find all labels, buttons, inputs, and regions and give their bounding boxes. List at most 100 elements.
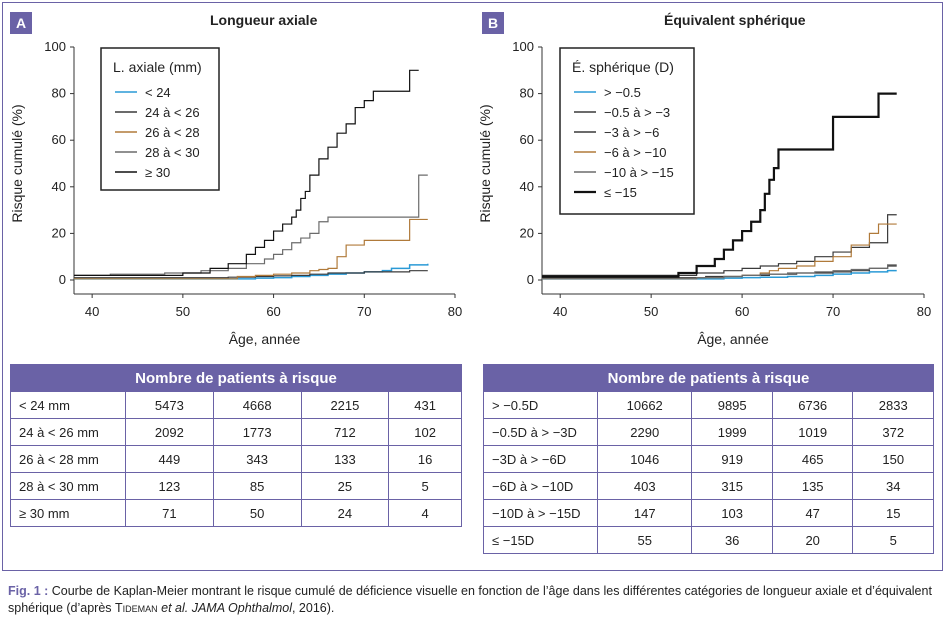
row-value: 15	[852, 499, 934, 527]
row-value: 16	[388, 445, 462, 473]
panel-b-title: Équivalent sphérique	[664, 12, 806, 28]
row-value: 36	[691, 526, 773, 554]
row-label: < 24 mm	[10, 391, 126, 419]
row-value: 1999	[691, 418, 773, 446]
y-axis-label: Risque cumulé (%)	[9, 104, 25, 222]
row-value: 135	[771, 472, 854, 500]
caption-journal: et al. JAMA Ophthalmol	[157, 601, 292, 615]
series-line	[74, 174, 428, 276]
legend-label: −10 à > −15	[604, 165, 674, 180]
row-value: 5	[852, 526, 934, 554]
row-value: 372	[852, 418, 934, 446]
risk-table-row: −10D à > −15D 147 103 47 15	[483, 499, 934, 527]
legend-label: −3 à > −6	[604, 125, 659, 140]
y-tick-label: 60	[520, 132, 534, 147]
risk-table-row: < 24 mm 5473 4668 2215 431	[10, 391, 462, 419]
y-tick-label: 100	[44, 39, 66, 54]
y-tick-label: 20	[520, 225, 534, 240]
x-axis-label: Âge, année	[697, 331, 769, 347]
row-value: 71	[125, 499, 214, 527]
risk-table-row: 26 à < 28 mm 449 343 133 16	[10, 445, 462, 473]
legend-label: < 24	[145, 85, 171, 100]
panel-a-title: Longueur axiale	[210, 12, 318, 28]
legend-label: −0.5 à > −3	[604, 105, 670, 120]
row-label: −0.5D à > −3D	[483, 418, 598, 446]
series-line	[542, 269, 897, 280]
risk-table-a-header: Nombre de patients à risque	[10, 364, 462, 392]
row-value: 25	[300, 472, 390, 500]
chart-a-svg: 0 20 40 60 80 100 40 50 60 70 80 Âge, année Risque c…	[9, 39, 462, 347]
row-label: 26 à < 28 mm	[10, 445, 126, 473]
row-value: 431	[388, 391, 462, 419]
row-value: 103	[691, 499, 773, 527]
panel-a-label: A	[10, 12, 32, 34]
row-value: 147	[596, 499, 693, 527]
row-value: 6736	[771, 391, 854, 419]
row-value: 50	[212, 499, 302, 527]
legend-label: −6 à > −10	[604, 145, 667, 160]
x-tick-label: 40	[85, 304, 99, 319]
row-label: −6D à > −10D	[483, 472, 598, 500]
row-value: 150	[852, 445, 934, 473]
row-label: −10D à > −15D	[483, 499, 598, 527]
legend-label: 28 à < 30	[145, 145, 200, 160]
row-value: 1019	[771, 418, 854, 446]
figure-caption: Fig. 1 : Courbe de Kaplan-Meier montrant…	[8, 583, 938, 617]
row-value: 2215	[300, 391, 390, 419]
y-tick-label: 0	[527, 272, 534, 287]
row-value: 712	[300, 418, 390, 446]
y-tick-label: 80	[52, 86, 66, 101]
x-tick-label: 50	[176, 304, 190, 319]
legend-title: É. sphérique (D)	[572, 59, 674, 75]
chart-b-svg: 0 20 40 60 80 100 40 50 60 70 80 Âge, année Risque c…	[477, 39, 931, 347]
row-value: 85	[212, 472, 302, 500]
series-line	[74, 218, 428, 280]
row-value: 5473	[125, 391, 214, 419]
risk-table-b-header: Nombre de patients à risque	[483, 364, 934, 392]
risk-table-row: ≤ −15D 55 36 20 5	[483, 526, 934, 554]
legend-box	[559, 47, 695, 215]
panel-b-label: B	[482, 12, 504, 34]
row-value: 343	[212, 445, 302, 473]
row-label: 28 à < 30 mm	[10, 472, 126, 500]
row-value: 1773	[212, 418, 302, 446]
row-value: 4	[388, 499, 462, 527]
risk-table-row: −6D à > −10D 403 315 135 34	[483, 472, 934, 500]
caption-text-1: Courbe de Kaplan-Meier montrant le risqu…	[8, 584, 932, 615]
row-value: 1046	[596, 445, 693, 473]
row-value: 133	[300, 445, 390, 473]
legend-label: > −0.5	[604, 85, 641, 100]
risk-table-a: Nombre de patients à risque < 24 mm 5473 4…	[10, 364, 462, 527]
x-tick-label: 60	[735, 304, 749, 319]
row-value: 24	[300, 499, 390, 527]
x-tick-label: 50	[644, 304, 658, 319]
y-tick-label: 40	[52, 179, 66, 194]
row-value: 10662	[596, 391, 693, 419]
row-value: 9895	[691, 391, 773, 419]
figure-frame	[2, 2, 943, 571]
row-label: ≥ 30 mm	[10, 499, 126, 527]
legend-label: 26 à < 28	[145, 125, 200, 140]
row-value: 2833	[852, 391, 934, 419]
risk-table-row: −0.5D à > −3D 2290 1999 1019 372	[483, 418, 934, 446]
row-value: 2290	[596, 418, 693, 446]
caption-fig-label: Fig. 1 :	[8, 584, 49, 598]
y-tick-label: 40	[520, 179, 534, 194]
risk-table-row: 28 à < 30 mm 123 85 25 5	[10, 472, 462, 500]
series-line	[542, 92, 897, 278]
row-value: 315	[691, 472, 773, 500]
row-value: 449	[125, 445, 214, 473]
row-label: > −0.5D	[483, 391, 598, 419]
row-value: 47	[771, 499, 854, 527]
row-value: 55	[596, 526, 693, 554]
y-axis-label: Risque cumulé (%)	[477, 104, 493, 222]
series-line	[542, 264, 897, 280]
x-tick-label: 80	[917, 304, 931, 319]
y-tick-label: 0	[59, 272, 66, 287]
x-tick-label: 40	[553, 304, 567, 319]
caption-text-2: , 2016).	[291, 601, 335, 615]
x-tick-label: 70	[826, 304, 840, 319]
x-tick-label: 80	[448, 304, 462, 319]
caption-author: Tideman	[115, 601, 158, 615]
legend-title: L. axiale (mm)	[113, 59, 202, 75]
